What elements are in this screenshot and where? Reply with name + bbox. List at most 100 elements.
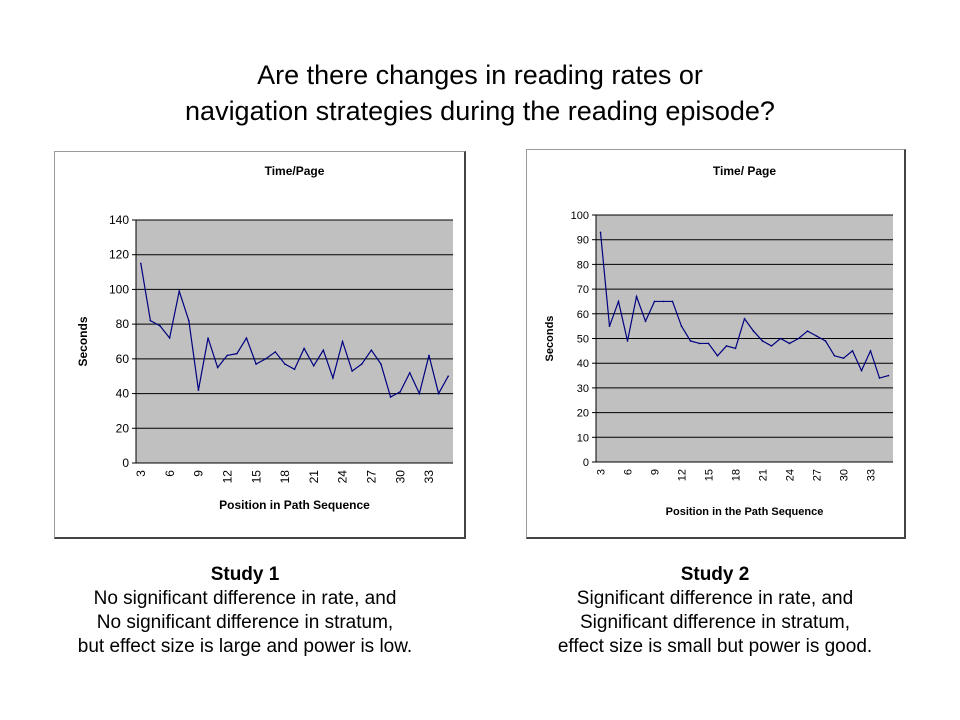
caption-study-2-line-2: Significant difference in stratum,: [579, 612, 850, 633]
chart-1-y-tick-label: 40: [116, 387, 130, 401]
chart-1-data-point: [236, 352, 238, 355]
chart-2-data-point: [779, 337, 782, 340]
chart-2-x-tick-label: 18: [730, 469, 742, 481]
chart-2-data-point: [869, 350, 872, 352]
chart-1-y-tick-label: 0: [122, 456, 129, 470]
chart-1-data-point: [284, 363, 286, 365]
chart-2-x-tick-label: 15: [703, 469, 715, 481]
chart-study-2: 0 10 20 30 40 50 60 70 80 90 100 3 6 9 12 15 18 21 24 27 30 3…: [526, 149, 906, 539]
chart-1-data-point: [437, 392, 440, 395]
chart-1-x-tick-label: 15: [249, 470, 263, 484]
chart-2-data-point: [824, 340, 827, 342]
chart-2-data-point: [653, 300, 656, 303]
chart-1-y-tick-label: 140: [109, 213, 129, 227]
chart-2-y-tick-label: 70: [577, 284, 589, 296]
chart-2-data-point: [716, 354, 719, 357]
chart-2-data-point: [806, 330, 809, 332]
caption-study-1: Study 1 No significant difference in rat…: [20, 563, 470, 659]
chart-2-x-tick-label: 33: [865, 469, 877, 481]
chart-1-data-point: [216, 366, 219, 369]
chart-2-data-point: [644, 320, 647, 323]
chart-2-y-tick-label: 0: [583, 457, 589, 469]
chart-1-x-tick-label: 18: [278, 470, 292, 484]
chart-2-y-tick-label: 90: [577, 235, 589, 247]
caption-study-2: Study 2 Significant difference in rate, …: [490, 563, 940, 659]
chart-2-data-point: [851, 350, 854, 352]
slide-title-line-1: Are there changes in reading rates or: [257, 60, 703, 90]
chart-2-data-point: [617, 300, 620, 303]
caption-study-1-line-1: No significant difference in rate, and: [93, 588, 397, 609]
chart-1-data-point: [428, 354, 430, 357]
chart-2-x-tick-label: 9: [649, 469, 661, 475]
chart-1-y-tick-label: 80: [116, 317, 130, 331]
chart-1-data-point: [255, 363, 257, 365]
chart-2-data-point: [680, 325, 683, 327]
caption-study-1-line-3: but effect size is large and power is lo…: [77, 636, 413, 657]
chart-2-x-tick-label: 21: [757, 469, 769, 481]
chart-1-data-point: [149, 319, 152, 322]
chart-2-x-tick-label: 27: [811, 469, 823, 481]
chart-1-data-point: [408, 371, 411, 374]
chart-2-data-point: [815, 335, 818, 337]
chart-1-y-tick-label: 100: [109, 282, 129, 296]
chart-1-data-point: [274, 351, 277, 353]
chart-2-data-point: [833, 354, 836, 357]
chart-1-data-point: [322, 349, 325, 351]
chart-2-y-tick-label: 80: [577, 259, 589, 271]
chart-1-data-point: [341, 340, 344, 343]
chart-1-title: Time/Page: [265, 164, 325, 178]
chart-1-data-point: [168, 337, 171, 339]
chart-1-data-point: [447, 375, 449, 378]
chart-2-data-point: [608, 325, 611, 327]
chart-2-data-point: [599, 231, 602, 234]
caption-study-2-line-3: effect size is small but power is good.: [557, 636, 873, 657]
chart-1-plot-area: [136, 220, 453, 463]
chart-2-y-tick-label: 100: [571, 210, 589, 222]
chart-1-x-tick-label: 27: [365, 470, 379, 484]
chart-study-1-svg: 0 20 40 60 80 100 120 140 3 6 9 12 15 18 21 24 27 30 33 Tim…: [76, 164, 453, 512]
caption-study-1-heading: Study 1: [210, 564, 280, 585]
chart-2-data-point: [887, 374, 890, 377]
chart-2-data-point: [626, 340, 629, 342]
chart-2-x-axis-label: Position in the Path Sequence: [666, 506, 824, 518]
chart-2-data-point: [689, 340, 692, 342]
caption-study-2-heading: Study 2: [680, 564, 750, 585]
chart-1-data-point: [370, 349, 373, 351]
chart-2-data-point: [788, 342, 791, 345]
chart-2-data-point: [698, 342, 701, 345]
chart-1-data-point: [303, 347, 305, 350]
chart-1-y-tick-label: 60: [116, 352, 130, 366]
chart-1-data-point: [159, 325, 161, 327]
chart-2-data-point: [842, 357, 845, 360]
chart-1-data-point: [380, 363, 382, 365]
chart-study-1: 0 20 40 60 80 100 120 140 3 6 9 12 15 18 21 24 27 30 33 Tim…: [54, 151, 466, 539]
chart-1-data-point: [197, 389, 200, 391]
chart-1-x-tick-label: 21: [307, 470, 321, 484]
chart-2-data-point: [635, 295, 638, 298]
chart-2-data-point: [707, 342, 710, 345]
chart-1-data-point: [332, 377, 334, 379]
chart-2-x-tick-label: 3: [595, 469, 607, 475]
chart-1-data-point: [226, 354, 229, 357]
chart-2-data-point: [734, 347, 737, 350]
chart-1-data-point: [264, 358, 267, 360]
chart-2-x-tick-label: 24: [784, 469, 796, 481]
chart-1-data-point: [360, 363, 363, 365]
chart-2-x-tick-label: 30: [838, 469, 850, 481]
chart-2-data-point: [878, 377, 881, 379]
chart-1-y-tick-label: 120: [109, 248, 129, 262]
chart-2-x-tick-label: 6: [622, 469, 634, 475]
chart-2-data-point: [770, 345, 773, 347]
slide-title-line-2: navigation strategies during the reading…: [185, 96, 775, 126]
chart-2-y-tick-label: 40: [577, 358, 589, 370]
chart-1-x-tick-label: 33: [422, 470, 436, 484]
chart-1-data-point: [293, 368, 296, 371]
chart-1-y-tick-label: 20: [116, 421, 130, 435]
chart-2-data-point: [671, 300, 674, 303]
chart-1-x-tick-label: 6: [163, 470, 177, 477]
chart-1-data-point: [399, 391, 401, 393]
chart-2-data-point: [797, 337, 800, 340]
chart-2-data-point: [662, 300, 665, 303]
chart-2-title: Time/ Page: [713, 164, 776, 178]
chart-2-data-point: [743, 317, 746, 320]
